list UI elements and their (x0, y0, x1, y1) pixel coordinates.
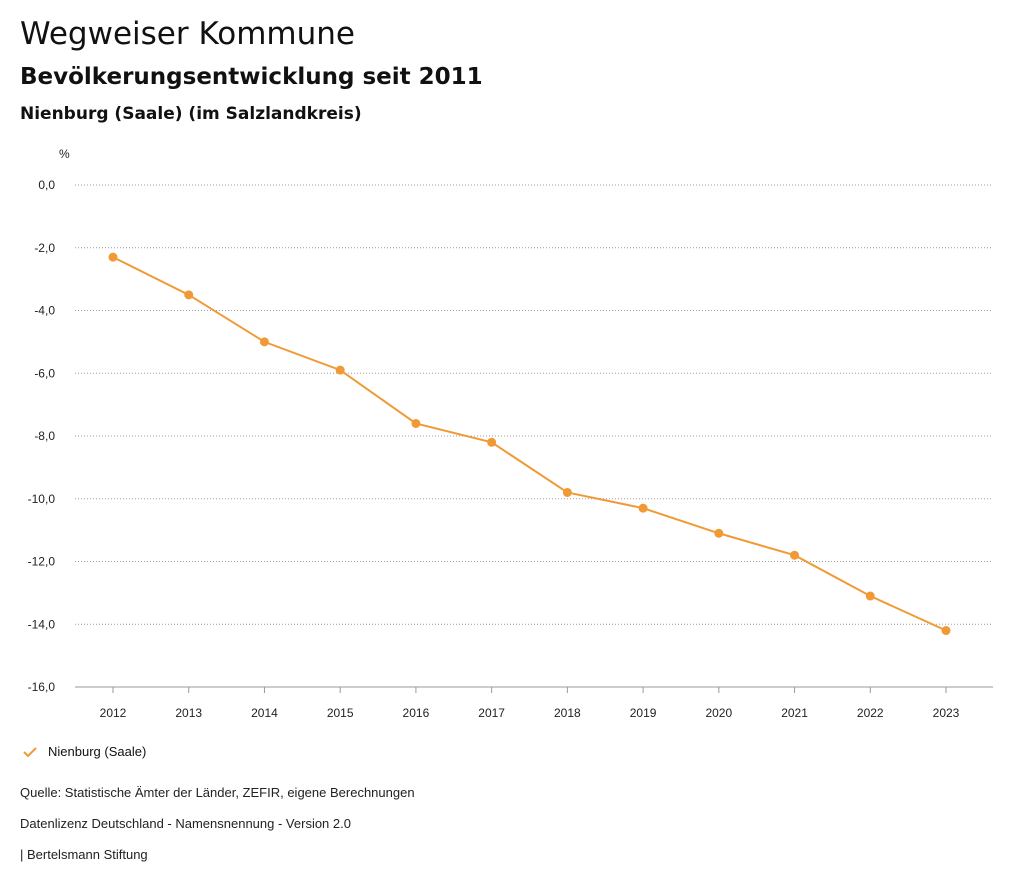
y-tick-label: 0,0 (38, 178, 55, 192)
data-point (865, 591, 875, 601)
data-point (335, 365, 345, 375)
series-line (112, 256, 947, 632)
legend[interactable]: Nienburg (Saale) (22, 744, 146, 759)
data-point (941, 626, 951, 636)
publisher-text: | Bertelsmann Stiftung (20, 847, 148, 862)
data-point (714, 528, 724, 538)
x-tick-label: 2015 (327, 706, 354, 720)
data-point (638, 503, 648, 513)
y-tick-label: -10,0 (28, 492, 56, 506)
y-tick-label: -6,0 (34, 366, 55, 380)
check-icon (23, 746, 37, 757)
data-point (562, 487, 572, 497)
data-point (411, 418, 421, 428)
y-axis-unit-label: % (59, 147, 70, 161)
x-tick-label: 2023 (933, 706, 960, 720)
data-point (184, 290, 194, 300)
x-tick-label: 2016 (403, 706, 430, 720)
y-tick-label: -12,0 (28, 555, 56, 569)
source-text: Quelle: Statistische Ämter der Länder, Z… (20, 785, 415, 800)
x-tick-label: 2022 (857, 706, 884, 720)
data-point (108, 252, 118, 262)
x-tick-label: 2021 (781, 706, 808, 720)
y-tick-label: -2,0 (34, 241, 55, 255)
line-chart: % 0,0 -2,0 -4,0 -6,0 -8,0 -10,0 -12,0 -14,0 -16,0… (28, 147, 993, 720)
x-tick-label: 2019 (630, 706, 657, 720)
x-tick-label: 2014 (251, 706, 278, 720)
y-tick-label: -14,0 (28, 617, 56, 631)
x-tick-label: 2013 (175, 706, 202, 720)
x-tick-label: 2012 (100, 706, 127, 720)
data-point (259, 337, 269, 347)
x-tick-label: 2018 (554, 706, 581, 720)
chart-subtitle: Bevölkerungsentwicklung seit 2011 (20, 64, 483, 90)
data-point (790, 550, 800, 560)
license-text: Datenlizenz Deutschland - Namensnennung … (20, 816, 351, 831)
x-tick-label: 2020 (705, 706, 732, 720)
region-label: Nienburg (Saale) (im Salzlandkreis) (20, 104, 362, 124)
page-title: Wegweiser Kommune (20, 16, 355, 52)
legend-label: Nienburg (Saale) (48, 744, 147, 759)
x-tick-label: 2017 (478, 706, 505, 720)
y-tick-label: -8,0 (34, 429, 55, 443)
y-tick-label: -16,0 (28, 680, 56, 694)
data-point (487, 437, 497, 447)
y-tick-label: -4,0 (34, 304, 55, 318)
